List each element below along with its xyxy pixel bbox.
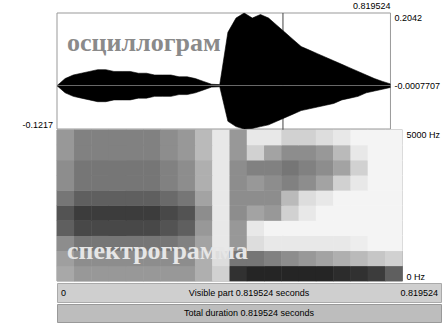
svg-text:0.819524: 0.819524 [353,1,391,11]
svg-text:-0.1217: -0.1217 [22,120,53,130]
svg-text:осциллограм: осциллограм [67,28,221,57]
svg-text:0 Hz: 0 Hz [406,272,425,282]
svg-text:5000 Hz: 5000 Hz [406,130,440,140]
svg-text:Visible part 0.819524 seconds: Visible part 0.819524 seconds [189,288,310,298]
svg-text:0: 0 [61,288,66,298]
svg-text:0.2042: 0.2042 [394,13,422,23]
svg-text:Total duration 0.819524 second: Total duration 0.819524 seconds [184,308,315,318]
svg-text:спектрограмма: спектрограмма [67,236,248,265]
svg-text:0.819524: 0.819524 [400,288,438,298]
svg-text:-0.0007707: -0.0007707 [394,81,440,91]
